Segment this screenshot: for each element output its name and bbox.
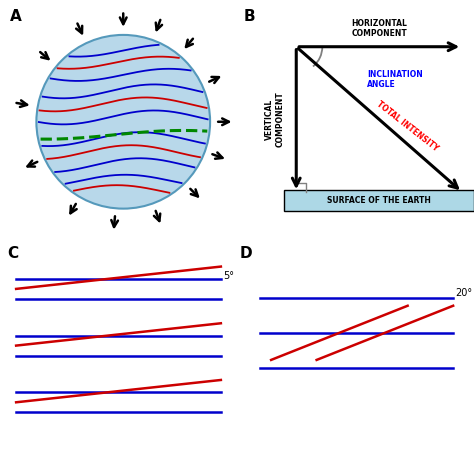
Text: SURFACE OF THE EARTH: SURFACE OF THE EARTH [327,196,431,205]
Text: TOTAL INTENSITY: TOTAL INTENSITY [375,100,440,153]
Text: INCLINATION
ANGLE: INCLINATION ANGLE [367,70,423,89]
Text: VERTICAL
COMPONENT: VERTICAL COMPONENT [265,92,284,147]
Text: C: C [7,246,18,262]
Text: A: A [10,9,22,24]
Text: D: D [239,246,252,261]
Bar [284,190,474,211]
Text: B: B [244,9,256,24]
Circle shape [36,35,210,209]
Text: 5°: 5° [223,271,234,281]
Text: 20°: 20° [456,288,473,298]
Text: HORIZONTAL
COMPONENT: HORIZONTAL COMPONENT [351,18,407,38]
